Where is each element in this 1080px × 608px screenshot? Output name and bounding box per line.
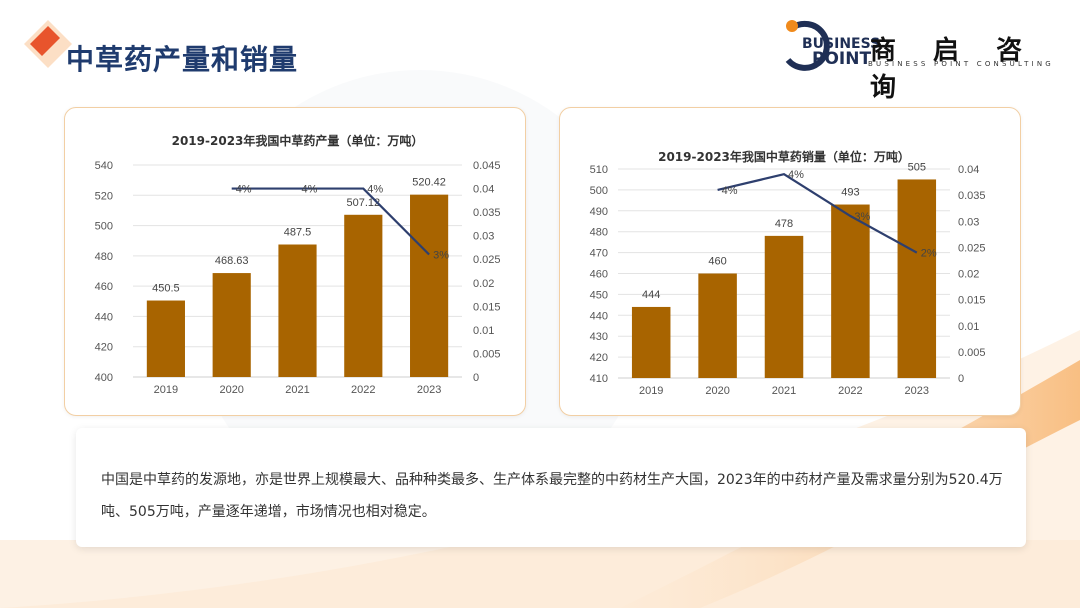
y-tick-label: 490 <box>590 206 608 218</box>
x-tick-label: 2019 <box>639 385 663 397</box>
y-tick-label: 460 <box>590 269 608 281</box>
y-tick-label: 410 <box>590 373 608 385</box>
y-tick-label: 440 <box>95 311 113 323</box>
y-tick-label: 480 <box>590 227 608 239</box>
y-tick-label: 420 <box>590 352 608 364</box>
y2-tick-label: 0.03 <box>473 231 494 243</box>
y-tick-label: 480 <box>95 251 113 263</box>
bar-value-label: 450.5 <box>152 283 180 295</box>
line-value-label: 3% <box>433 250 449 262</box>
logo-word-point: POINT <box>812 49 872 69</box>
growth-rate-line <box>717 173 918 254</box>
bar <box>344 214 383 377</box>
bar <box>146 300 185 377</box>
line-value-label: 4% <box>302 184 318 196</box>
bar-value-label: 487.5 <box>284 227 312 239</box>
sales-chart-card: 2019-2023年我国中草药销量（单位：万吨） 410 420 430 440 450 4… <box>559 107 1021 416</box>
line-value-label: 4% <box>367 184 383 196</box>
logo-chinese-name: 商 启 咨 询 <box>870 36 1037 103</box>
bar <box>698 273 737 378</box>
x-tick-label: 2019 <box>154 384 178 396</box>
y-tick-label: 500 <box>95 221 113 233</box>
y-tick-label: 430 <box>590 331 608 343</box>
title-diamond-icon <box>24 20 72 68</box>
y2-tick-label: 0.04 <box>473 184 494 196</box>
bar <box>897 179 937 378</box>
line-value-label: 4% <box>236 184 252 196</box>
x-tick-label: 2021 <box>772 385 796 397</box>
logo-icon <box>785 20 830 71</box>
sales-chart: 2019-2023年我国中草药销量（单位：万吨） 410 420 430 440 450 4… <box>590 149 986 397</box>
bar-value-label: 444 <box>642 289 660 301</box>
y2-tick-label: 0.005 <box>958 347 986 359</box>
y-tick-label: 450 <box>590 289 608 301</box>
y-tick-label: 500 <box>590 185 608 197</box>
y2-tick-label: 0 <box>958 373 964 385</box>
y-tick-label: 420 <box>95 342 113 354</box>
logo-word-business: BUSINESS <box>802 36 881 52</box>
line-value-label: 3% <box>854 211 870 223</box>
y2-tick-label: 0.015 <box>958 295 986 307</box>
production-chart-card: 2019-2023年我国中草药产量（单位：万吨） 400 420 440 460 480 5… <box>64 107 526 416</box>
bar-value-label: 507.12 <box>346 197 380 209</box>
bar <box>831 204 870 378</box>
bar-value-label: 478 <box>775 218 793 230</box>
bar <box>278 244 317 377</box>
logo-english-name: BUSINESS POINT CONSULTING <box>868 60 1054 68</box>
y2-tick-label: 0.005 <box>473 348 501 360</box>
description-box: 中国是中草药的发源地，亦是世界上规模最大、品种种类最多、生产体系最完整的中药材生… <box>76 428 1026 547</box>
y2-tick-label: 0.01 <box>473 325 494 337</box>
line-value-label: 4% <box>722 185 738 197</box>
x-tick-label: 2022 <box>838 385 862 397</box>
y2-tick-label: 0.02 <box>473 278 494 290</box>
y2-tick-label: 0.02 <box>958 269 979 281</box>
x-tick-label: 2020 <box>219 384 243 396</box>
x-tick-label: 2023 <box>417 384 441 396</box>
y2-tick-label: 0.01 <box>958 321 979 333</box>
bar-value-label: 520.42 <box>412 177 446 189</box>
y2-tick-label: 0.025 <box>958 242 986 254</box>
y-tick-label: 440 <box>590 310 608 322</box>
bar-value-label: 493 <box>841 187 859 199</box>
y-tick-label: 470 <box>590 248 608 260</box>
y-tick-label: 460 <box>95 281 113 293</box>
y-tick-label: 540 <box>95 160 113 172</box>
line-value-label: 2% <box>921 248 937 260</box>
y2-tick-label: 0.035 <box>958 190 986 202</box>
y-tick-label: 520 <box>95 190 113 202</box>
y2-tick-label: 0.015 <box>473 301 501 313</box>
growth-rate-line <box>231 187 430 256</box>
description-text: 中国是中草药的发源地，亦是世界上规模最大、品种种类最多、生产体系最完整的中药材生… <box>101 472 1003 520</box>
bar <box>410 194 449 377</box>
chart-title: 2019-2023年我国中草药销量（单位：万吨） <box>658 149 910 164</box>
line-value-label: 4% <box>788 169 804 181</box>
y2-tick-label: 0.035 <box>473 207 501 219</box>
y2-tick-label: 0.04 <box>958 164 979 176</box>
bar <box>764 235 804 378</box>
x-tick-label: 2021 <box>285 384 309 396</box>
bar-value-label: 505 <box>908 161 926 173</box>
chart-title: 2019-2023年我国中草药产量（单位：万吨） <box>172 133 424 148</box>
y-tick-label: 510 <box>590 164 608 176</box>
y2-tick-label: 0.03 <box>958 216 979 228</box>
y2-tick-label: 0.025 <box>473 254 501 266</box>
production-chart: 2019-2023年我国中草药产量（单位：万吨） 400 420 440 460 480 5… <box>95 133 501 396</box>
bar <box>631 306 671 378</box>
bar-value-label: 468.63 <box>215 255 249 267</box>
y-tick-label: 400 <box>95 372 113 384</box>
x-tick-label: 2023 <box>905 385 929 397</box>
bar <box>212 273 251 377</box>
page-title: 中草药产量和销量 <box>66 43 299 76</box>
bar-value-label: 460 <box>708 256 726 268</box>
y2-tick-label: 0.045 <box>473 160 501 172</box>
x-tick-label: 2020 <box>705 385 729 397</box>
x-tick-label: 2022 <box>351 384 375 396</box>
y2-tick-label: 0 <box>473 372 479 384</box>
